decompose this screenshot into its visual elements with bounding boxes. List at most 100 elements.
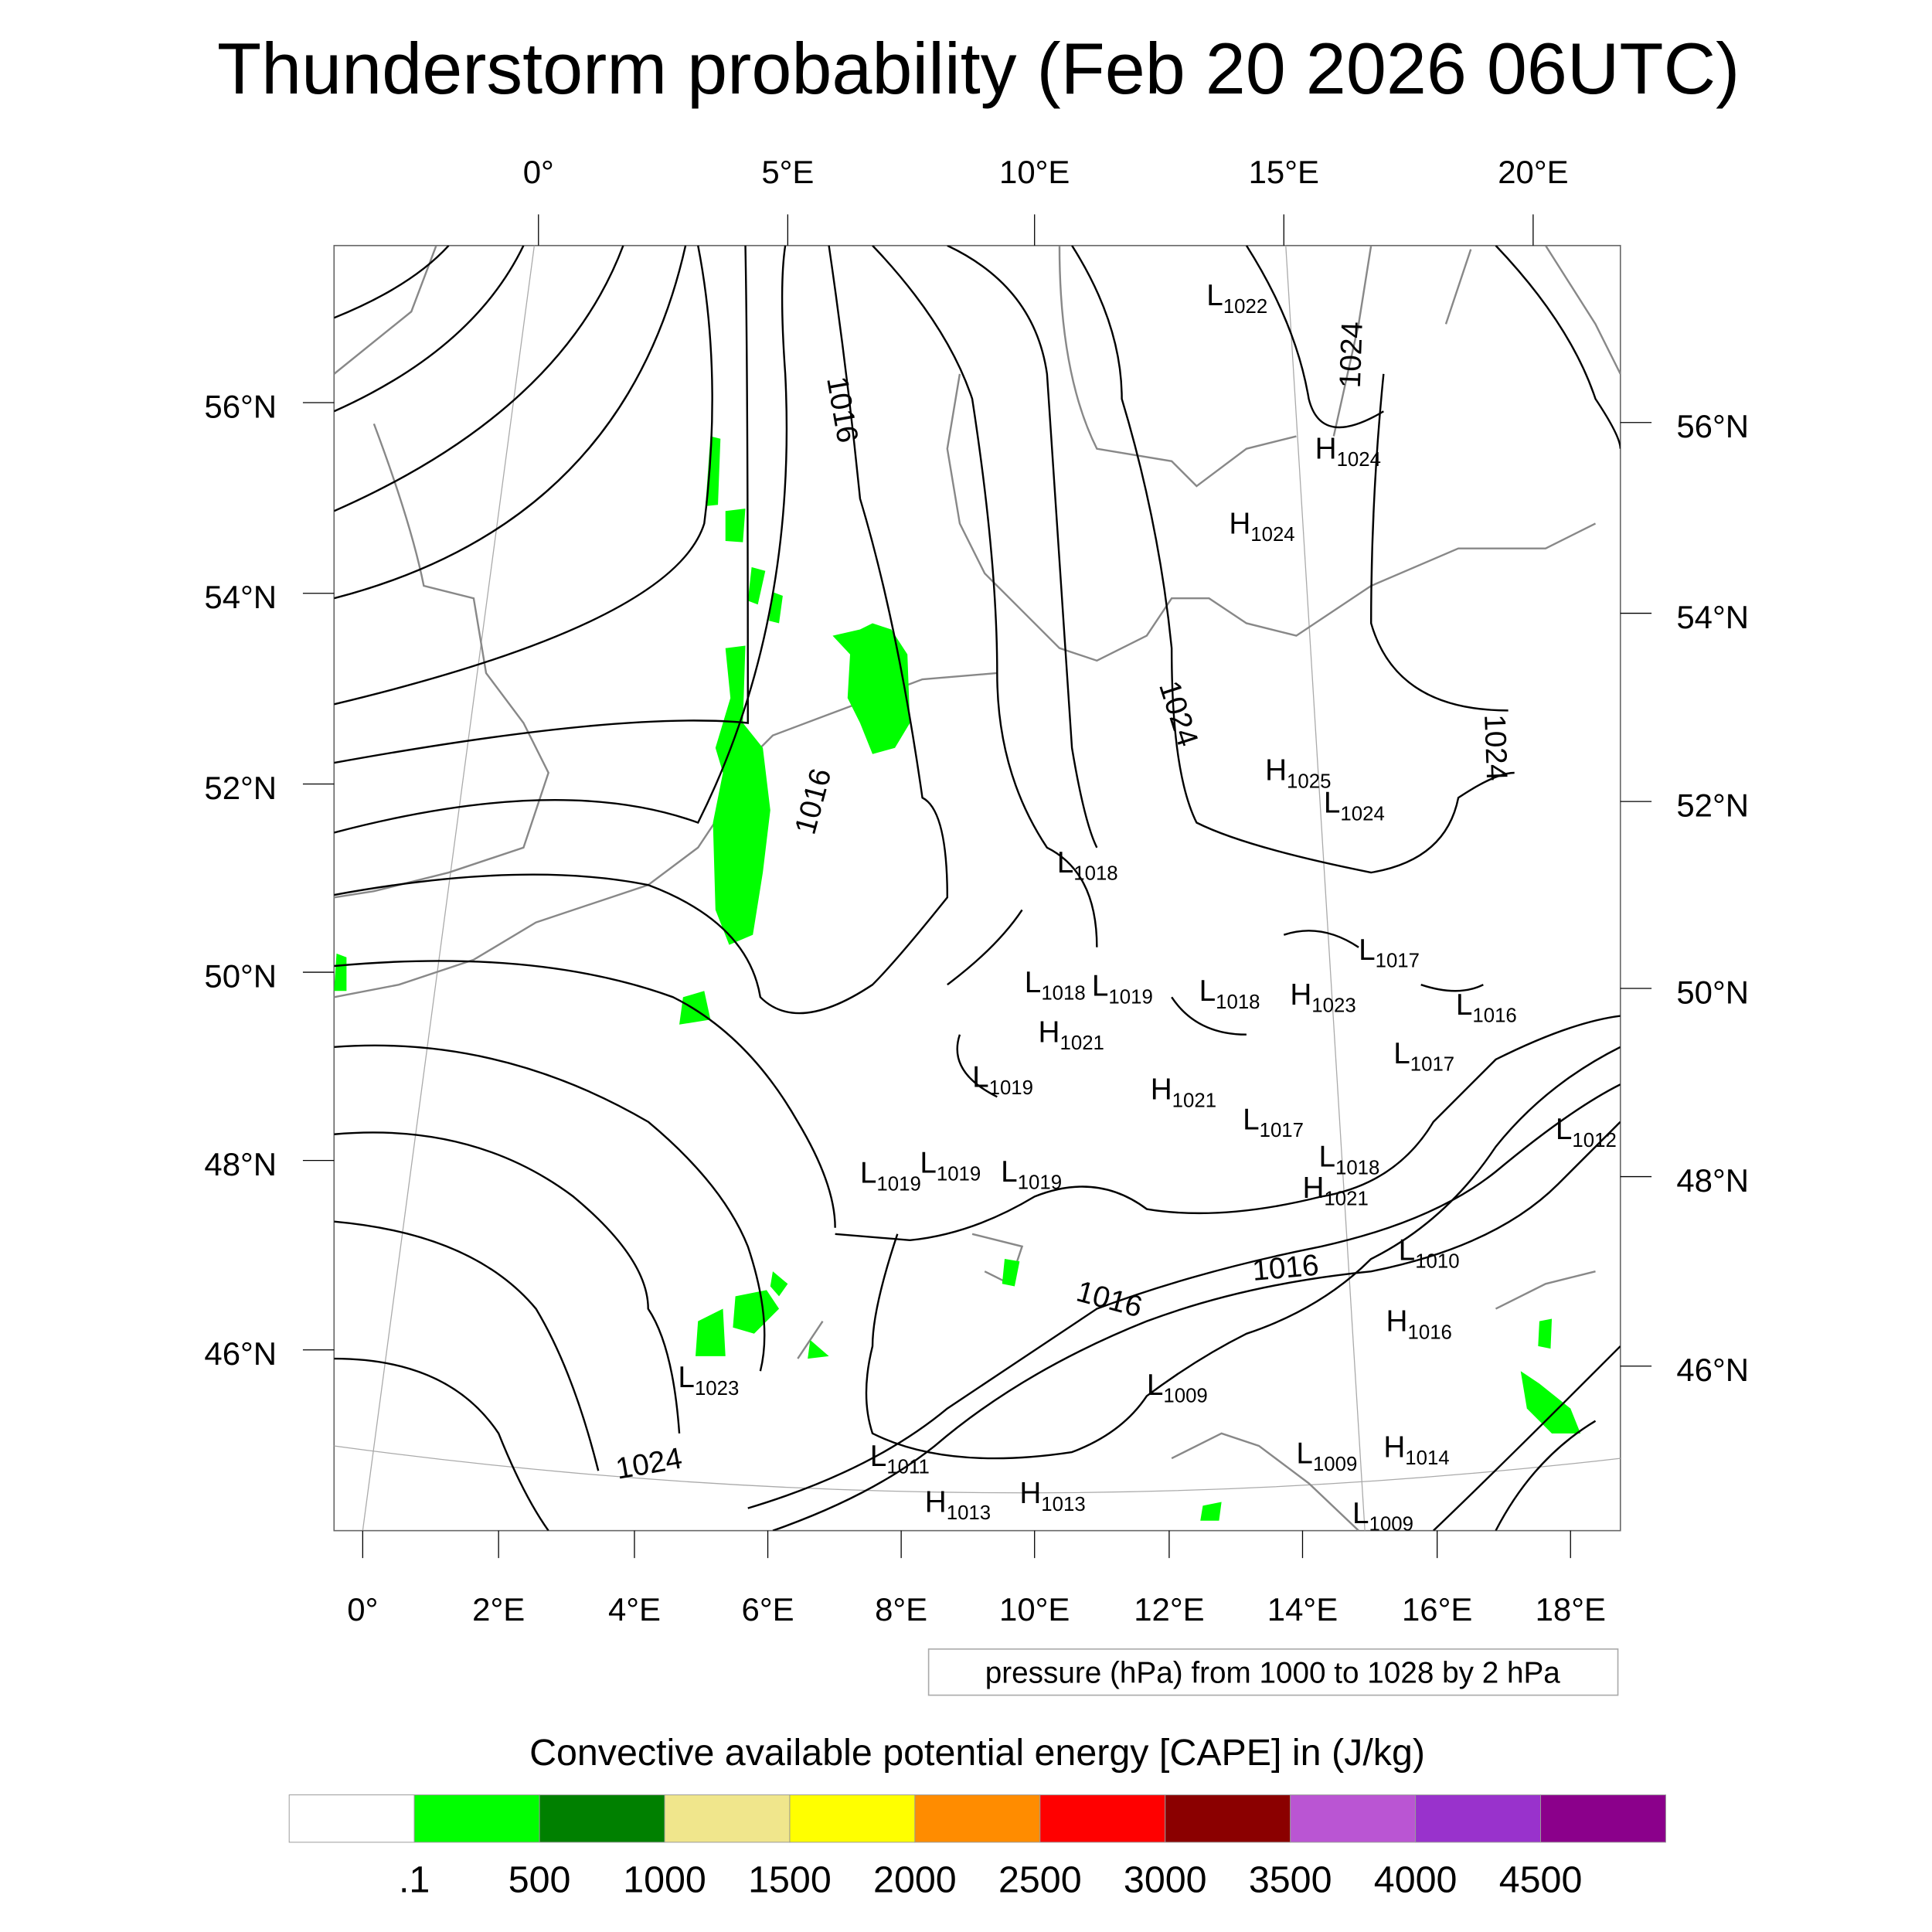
low-pressure-center: L1018 [1318,1141,1379,1179]
low-pressure-center: L1009 [1147,1369,1208,1407]
center-type: L [860,1157,877,1190]
center-type: H [1386,1305,1408,1338]
center-value: 1014 [1405,1447,1449,1469]
lon-label: 16°E [1402,1591,1472,1628]
low-pressure-center: L1018 [1199,975,1260,1013]
center-type: L [1318,1141,1335,1174]
lon-label: 10°E [999,1591,1070,1628]
center-value: 1009 [1313,1454,1357,1475]
center-value: 1009 [1163,1386,1207,1407]
center-value: 1019 [1018,1172,1062,1194]
low-pressure-center: L1009 [1296,1437,1357,1476]
center-type: L [1206,279,1223,312]
high-pressure-center: H1021 [1039,1015,1104,1054]
center-type: L [1296,1437,1313,1471]
lat-label: 54°N [204,579,277,615]
colorbar-label: 500 [509,1859,571,1900]
lat-label: 54°N [1676,599,1749,635]
map-panel: 1016 1016 1024 1024 1024 1016 1016 1024 … [204,154,1749,1628]
center-value: 1013 [1041,1494,1085,1515]
lon-label: 20°E [1498,154,1568,190]
high-pressure-center: H1024 [1229,507,1294,546]
center-value: 1011 [886,1456,929,1478]
high-pressure-center: H1014 [1383,1430,1449,1469]
lat-label: 46°N [204,1335,277,1372]
center-type: H [1383,1430,1405,1464]
lon-label: 5°E [761,154,814,190]
center-value: 1024 [1337,449,1381,471]
colorbar-swatch [1540,1794,1666,1843]
center-value: 1023 [695,1378,739,1400]
bottom-longitude-labels: 0° 2°E 4°E 6°E 8°E 10°E 12°E 14°E 16°E 1… [347,1591,1606,1628]
center-type: L [1243,1103,1260,1136]
lon-label: 4°E [608,1591,661,1628]
center-type: L [1324,787,1341,820]
low-pressure-center: L1019 [972,1060,1033,1099]
high-pressure-center: H1023 [1290,978,1355,1017]
low-pressure-center: L1019 [920,1147,981,1185]
low-pressure-center: L1011 [870,1440,930,1478]
lon-label: 2°E [472,1591,525,1628]
center-value: 1019 [989,1077,1033,1099]
center-value: 1013 [947,1502,991,1524]
colorbar-swatch [413,1794,540,1843]
colorbar-label: 3000 [1124,1859,1207,1900]
left-latitude-labels: 56°N 54°N 52°N 50°N 48°N 46°N [204,388,277,1372]
colorbar: Convective available potential energy [C… [288,1732,1666,1900]
lat-label: 52°N [1676,787,1749,823]
colorbar-label: 2000 [873,1859,957,1900]
lon-label: 8°E [875,1591,927,1628]
high-pressure-center: H1013 [1019,1477,1085,1515]
lon-label: 12°E [1134,1591,1204,1628]
map-frame [333,244,1621,1532]
colorbar-label: 1000 [623,1859,706,1900]
low-pressure-center: L1019 [1092,970,1153,1009]
center-value: 1017 [1260,1120,1304,1141]
lon-label: 15°E [1249,154,1319,190]
center-type: L [920,1147,937,1180]
pressure-legend-text: pressure (hPa) from 1000 to 1028 by 2 hP… [985,1656,1561,1689]
lon-label: 6°E [742,1591,794,1628]
low-pressure-center: L1018 [1057,846,1118,885]
center-type: L [1359,934,1376,967]
center-type: L [1352,1497,1369,1530]
low-pressure-center: L1017 [1243,1103,1304,1141]
center-value: 1009 [1369,1514,1413,1536]
isobars [334,245,1621,1531]
center-type: H [1265,754,1287,787]
colorbar-swatch [288,1794,415,1843]
low-pressure-center: L1010 [1399,1234,1460,1273]
lat-label: 50°N [204,957,277,994]
isobar-label: 1016 [1251,1249,1320,1287]
center-type: L [1399,1234,1416,1267]
center-value: 1019 [1108,986,1152,1008]
center-type: L [1556,1113,1573,1146]
center-type: H [1315,433,1337,466]
lat-label: 52°N [204,770,277,806]
center-value: 1024 [1250,524,1294,546]
center-value: 1017 [1410,1053,1454,1075]
colorbar-swatch [914,1794,1041,1843]
center-value: 1018 [1335,1157,1379,1179]
colorbar-label: 4000 [1374,1859,1458,1900]
center-type: L [1092,970,1109,1003]
low-pressure-center: L1022 [1206,279,1267,318]
center-value: 1019 [876,1173,920,1195]
high-pressure-center: H1021 [1151,1073,1216,1112]
right-latitude-labels: 56°N 54°N 52°N 50°N 48°N 46°N [1676,408,1749,1388]
center-value: 1022 [1223,296,1267,318]
colorbar-swatch [1290,1794,1417,1843]
center-type: H [1302,1172,1324,1205]
center-type: L [870,1440,887,1473]
center-value: 1021 [1324,1189,1368,1210]
high-pressure-center: H1013 [925,1485,991,1524]
lon-label: 18°E [1536,1591,1606,1628]
center-value: 1018 [1216,992,1260,1013]
high-pressure-center: H1025 [1265,754,1331,793]
low-pressure-center: L1023 [678,1361,739,1400]
center-type: L [972,1060,989,1094]
center-type: L [1057,846,1074,879]
figure-title: Thunderstorm probability (Feb 20 2026 06… [217,28,1740,109]
low-pressure-center: L1018 [1025,966,1086,1005]
